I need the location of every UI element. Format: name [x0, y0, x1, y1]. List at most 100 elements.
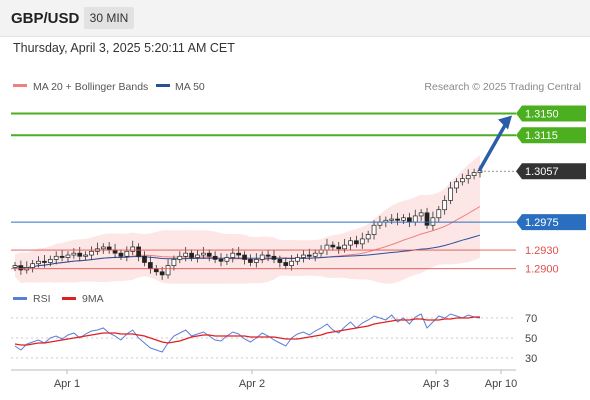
candle: [12, 261, 18, 272]
x-tick-label: Apr 3: [423, 378, 449, 390]
candle-body: [289, 260, 294, 266]
candle: [30, 260, 36, 273]
candle: [18, 260, 24, 275]
candle-body: [195, 254, 200, 258]
candle-body: [412, 215, 418, 223]
x-tick-label: Apr 1: [54, 378, 80, 390]
candle-body: [106, 246, 112, 251]
candle-body: [265, 254, 271, 257]
candle: [189, 249, 194, 262]
candle: [118, 249, 124, 260]
candle: [65, 251, 71, 263]
candle-body: [324, 244, 330, 251]
candle: [395, 212, 400, 226]
candle: [212, 251, 218, 264]
candle-body: [259, 254, 265, 260]
candle-body: [183, 252, 189, 257]
rsi-ma-line: [14, 316, 480, 346]
candle-body: [159, 271, 165, 276]
candle: [171, 255, 177, 271]
candle-body: [248, 259, 253, 263]
candle: [130, 240, 136, 256]
candle: [89, 246, 94, 260]
level-resistance: 1.3150: [11, 105, 586, 122]
candle-body: [354, 240, 359, 245]
level-last: 1.3057: [480, 163, 586, 180]
candle-body: [312, 252, 318, 257]
candle-body: [89, 250, 94, 256]
candle: [100, 243, 106, 254]
candle-body: [112, 249, 118, 254]
candle: [371, 220, 377, 240]
candle-body: [301, 254, 306, 258]
candle: [306, 248, 312, 260]
candle-body: [83, 254, 88, 257]
candle-body: [36, 260, 41, 265]
candle-body: [371, 224, 377, 235]
price-levels: 1.3150 1.3115 1.3057 1.2975 1.2930 1.2900: [11, 105, 586, 276]
candle-body: [253, 259, 259, 263]
candle: [83, 251, 88, 260]
candle-body: [454, 181, 459, 189]
candle: [206, 249, 212, 262]
candle: [336, 242, 342, 254]
candle: [330, 241, 336, 251]
candle: [230, 248, 236, 263]
rsi-chart: 70 50 30: [11, 313, 537, 365]
candle-body: [424, 212, 430, 226]
candle: [142, 251, 147, 267]
candle-body: [53, 255, 59, 260]
rsi-legend-swatch: [13, 297, 27, 300]
candle: [418, 209, 424, 221]
candle: [177, 251, 183, 264]
last-price-tag: [516, 163, 586, 180]
ma50-line: [14, 234, 481, 269]
candle-body: [171, 259, 177, 266]
candle-body: [12, 265, 18, 268]
candle-body: [430, 217, 436, 226]
candle: [53, 251, 59, 265]
candle: [218, 253, 224, 267]
candle-body: [242, 254, 247, 260]
level-support: 1.2900: [11, 264, 559, 276]
credit-text: Research © 2025 Trading Central: [424, 81, 581, 93]
rsi-ma-legend-swatch: [62, 297, 76, 300]
symbol-title: GBP/USD: [11, 10, 80, 27]
candle-body: [142, 255, 147, 263]
candle-body: [47, 259, 53, 263]
candle-body: [189, 252, 194, 258]
rsi-tick-label: 30: [525, 353, 537, 365]
candle: [301, 250, 306, 263]
candle: [42, 255, 47, 268]
candle: [224, 253, 230, 265]
candle: [259, 251, 265, 264]
candle: [442, 195, 448, 215]
candle-body: [401, 217, 406, 221]
candle: [265, 250, 271, 262]
candle: [430, 211, 436, 231]
candle-body: [118, 252, 124, 257]
candle-body: [18, 265, 24, 271]
candle-body: [77, 252, 83, 257]
candle-body: [283, 262, 289, 266]
x-tick-label: Apr 2: [239, 378, 265, 390]
candle: [283, 257, 289, 270]
candle: [454, 178, 459, 193]
candle: [295, 253, 300, 265]
candle-body: [418, 212, 424, 217]
level-support: 1.2930: [11, 245, 559, 257]
chart-header: GBP/USD 30 MIN: [0, 0, 590, 37]
candle: [47, 255, 53, 267]
candle-body: [407, 217, 412, 223]
rsi-tick-label: 50: [525, 333, 537, 345]
candle: [312, 249, 318, 262]
support-label: 1.2900: [525, 264, 559, 276]
candle-body: [442, 200, 448, 211]
timeframe-badge[interactable]: 30 MIN: [84, 7, 134, 29]
candle: [354, 235, 359, 248]
candle: [77, 246, 83, 262]
last-price-label: 1.3057: [525, 166, 559, 178]
candle-body: [136, 246, 141, 257]
candle-body: [318, 249, 324, 254]
